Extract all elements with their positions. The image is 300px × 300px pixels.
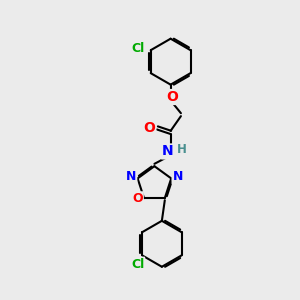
Text: N: N	[162, 145, 173, 158]
Text: H: H	[177, 143, 187, 157]
Text: Cl: Cl	[132, 42, 145, 55]
Text: N: N	[172, 170, 183, 183]
Text: O: O	[166, 90, 178, 104]
Text: N: N	[126, 170, 136, 183]
Text: O: O	[132, 192, 143, 205]
Text: O: O	[143, 121, 155, 135]
Text: Cl: Cl	[131, 258, 144, 271]
